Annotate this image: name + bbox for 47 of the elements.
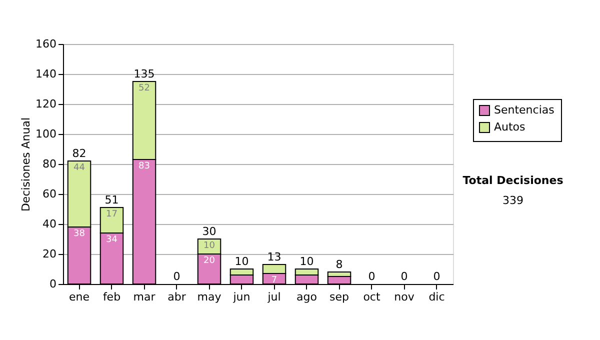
data-label: 52	[138, 84, 150, 94]
total-label: 0	[400, 270, 408, 283]
data-label: 44	[74, 163, 86, 173]
x-tick-label: jul	[266, 290, 281, 304]
total-label: 51	[104, 194, 119, 206]
x-tick-label: sep	[330, 290, 350, 304]
x-tick-label: ene	[68, 290, 90, 304]
x-tick-label: ago	[296, 290, 318, 304]
y-tick-label: 0	[50, 278, 56, 290]
x-tick-label: dic	[428, 290, 445, 304]
y-tick-label: 100	[36, 128, 56, 140]
text: Total Decisiones	[462, 174, 564, 187]
legend-label: Sentencias	[494, 104, 555, 116]
x-tick-label: feb	[102, 290, 121, 304]
total-label: 13	[267, 250, 282, 264]
total-label: 10	[300, 255, 314, 268]
y-tick-label: 60	[42, 188, 56, 200]
y-tick-label: 40	[42, 218, 56, 230]
total-label: 0	[433, 270, 440, 283]
y-tick-label: 80	[42, 158, 56, 170]
y-tick-label: 20	[42, 248, 56, 260]
total-label: 30	[202, 225, 216, 238]
y-tick-label: 160	[36, 38, 56, 50]
data-label: 17	[106, 210, 118, 220]
legend-label: Autos	[494, 120, 526, 134]
total-label: 8	[336, 258, 343, 271]
x-tick-label: abr	[168, 290, 186, 304]
total-label: 82	[72, 147, 86, 160]
data-label: 20	[204, 256, 216, 266]
y-tick-label: 140	[36, 68, 56, 80]
x-tick-label: oct	[363, 290, 381, 304]
data-label: 7	[271, 276, 278, 286]
total-label: 0	[368, 270, 376, 283]
x-tick-label: mar	[133, 290, 156, 304]
total-label: 10	[234, 255, 249, 268]
total-label: 135	[134, 68, 155, 80]
text: 339	[502, 194, 524, 207]
total-label: 0	[173, 270, 180, 283]
data-label: 34	[106, 235, 118, 245]
y-tick-label: 120	[36, 98, 56, 110]
data-label: 10	[204, 241, 216, 251]
y-axis-title: Decisiones Anual	[20, 117, 33, 212]
x-tick-label: nov	[394, 290, 415, 304]
data-label: 83	[138, 162, 150, 172]
x-tick-label: may	[197, 290, 222, 304]
data-label: 38	[74, 229, 86, 239]
x-tick-label: jun	[232, 290, 250, 304]
